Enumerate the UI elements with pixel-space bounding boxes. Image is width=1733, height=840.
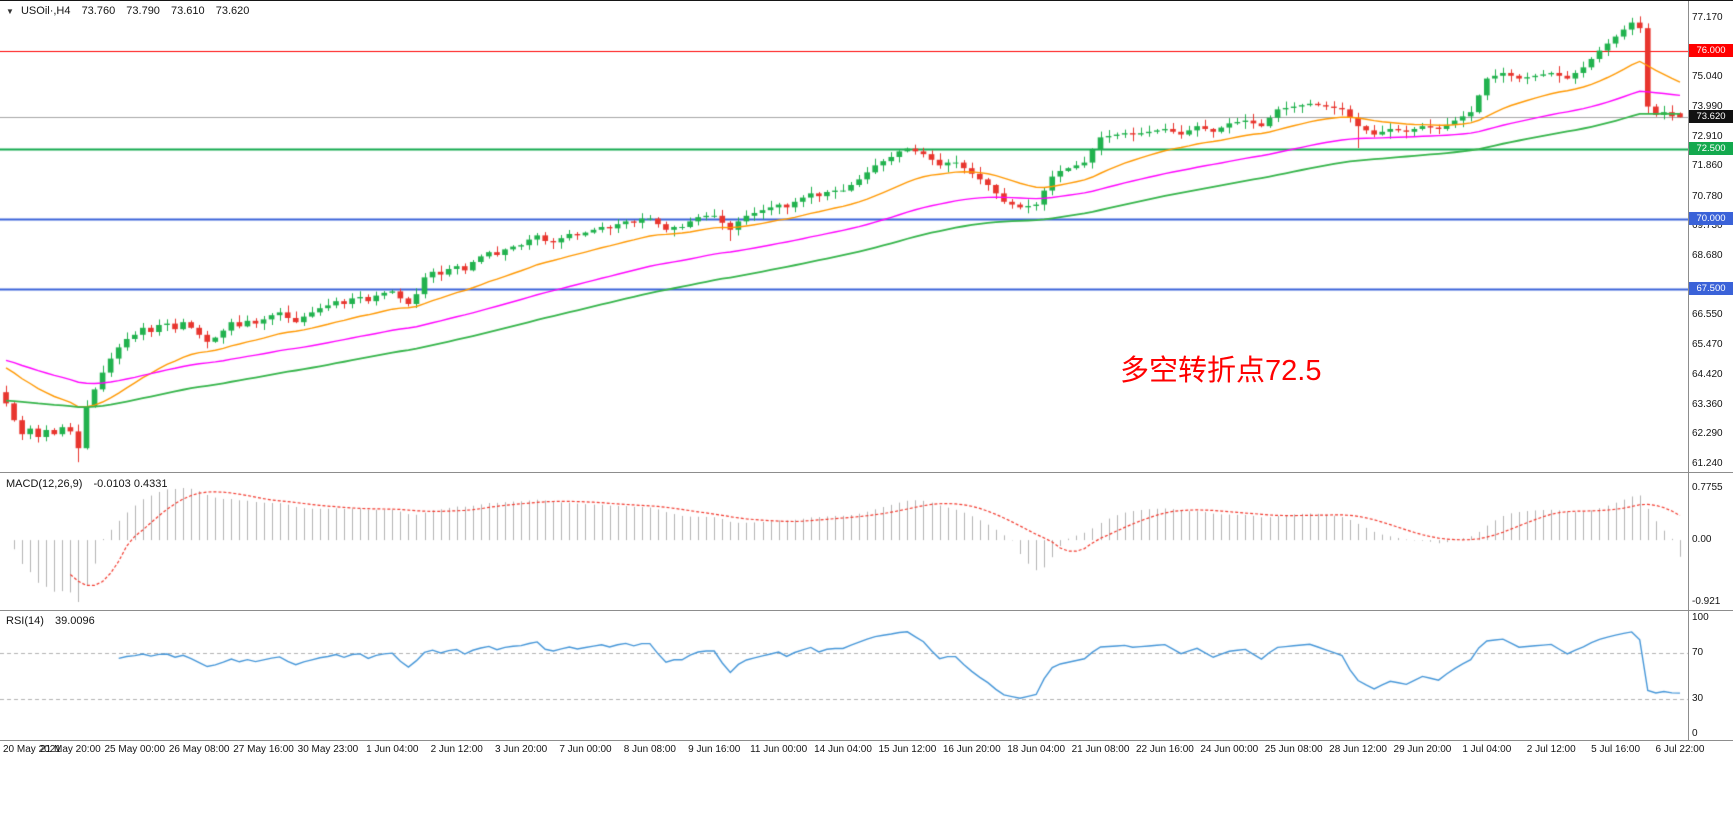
time-axis-label: 16 Jun 20:00: [942, 744, 1001, 755]
macd-axis-label: 0.7755: [1692, 482, 1723, 493]
time-axis-label: 8 Jun 08:00: [623, 744, 676, 755]
price-axis-label: 65.470: [1692, 339, 1723, 351]
macd-panel[interactable]: [0, 474, 1688, 610]
time-axis-label: 21 May 20:00: [40, 744, 101, 755]
rsi-axis-label: 100: [1692, 612, 1709, 623]
rsi-axis-label: 30: [1692, 693, 1704, 705]
price-axis-label: 62.290: [1692, 428, 1723, 440]
annotation-text[interactable]: 多空转折点72.5: [1120, 355, 1322, 387]
time-axis-label: 2 Jun 12:00: [430, 744, 483, 755]
time-axis-label: 6 Jul 22:00: [1655, 744, 1705, 755]
time-axis-label: 20 May 2021: [3, 744, 61, 755]
macd-axis-label: -0.921: [1692, 596, 1721, 607]
time-axis-label: 11 Jun 00:00: [750, 744, 808, 755]
high-value: 73.790: [126, 5, 160, 17]
rsi-axis-label: 70: [1692, 646, 1704, 658]
macd-current-values: -0.0103 0.4331: [93, 478, 168, 490]
rsi-current-value: 39.0096: [54, 615, 95, 627]
time-axis-label: 9 Jun 16:00: [688, 744, 741, 755]
time-axis-label: 26 May 08:00: [168, 744, 230, 755]
price-axis-label: 71.860: [1692, 160, 1723, 172]
price-axis-label: 75.040: [1692, 71, 1723, 83]
time-axis-label: 15 Jun 12:00: [878, 744, 937, 755]
chart-legend: ▼ USOil·,H4 73.760 73.790 73.610 73.620: [6, 5, 249, 17]
price-axis-badge: 70.000: [1689, 211, 1733, 225]
price-axis-label: 73.990: [1692, 100, 1723, 112]
macd-name-label: MACD(12,26,9): [6, 478, 83, 490]
time-axis-label: 1 Jun 04:00: [366, 744, 419, 755]
price-axis-label: 66.550: [1692, 309, 1723, 321]
time-axis-label: 3 Jun 20:00: [494, 744, 548, 755]
time-axis-label: 18 Jun 04:00: [1007, 744, 1066, 755]
price-axis-label: 69.730: [1692, 220, 1723, 232]
price-axis-label: 63.360: [1692, 398, 1723, 410]
time-axis-separator: [0, 740, 1733, 741]
price-axis-label: 70.780: [1692, 190, 1723, 202]
time-axis-label: 22 Jun 16:00: [1135, 744, 1194, 755]
time-axis-label: 29 Jun 20:00: [1393, 744, 1452, 755]
price-axis-badge: 72.500: [1689, 141, 1733, 155]
price-axis-label: 77.170: [1692, 11, 1723, 23]
price-axis-label: 72.910: [1692, 131, 1723, 143]
time-axis[interactable]: 20 May 2021 21 May 20:00 25 May 00:00 26 Ma…: [0, 744, 1733, 758]
time-axis-label: 14 Jun 04:00: [814, 744, 872, 755]
rsi-panel[interactable]: [0, 612, 1688, 740]
low-value: 73.610: [171, 5, 205, 17]
panel-separator: [0, 610, 1733, 611]
time-axis-label: 5 Jul 16:00: [1591, 744, 1641, 755]
time-axis-label: 25 May 00:00: [104, 744, 166, 755]
rsi-axis-label: 0: [1692, 728, 1698, 739]
time-axis-label: 2 Jul 12:00: [1526, 744, 1576, 755]
price-chart[interactable]: [0, 1, 1688, 472]
time-axis-label: 7 Jun 00:00: [559, 744, 612, 755]
time-axis-label: 1 Jul 04:00: [1462, 744, 1512, 755]
price-axis-badge: 73.620: [1689, 110, 1733, 124]
time-axis-label: 21 Jun 08:00: [1071, 744, 1130, 755]
close-value: 73.620: [215, 5, 250, 17]
time-axis-label: 24 Jun 00:00: [1200, 744, 1259, 755]
rsi-legend: RSI(14) 39.0096: [6, 615, 95, 627]
panel-separator: [0, 472, 1733, 473]
macd-axis-label: 0.00: [1692, 534, 1712, 546]
price-axis-label: 64.420: [1692, 368, 1723, 380]
time-axis-label: 28 Jun 12:00: [1329, 744, 1387, 755]
price-axis-label: 68.680: [1692, 249, 1723, 261]
price-axis-badge: 76.000: [1689, 43, 1733, 57]
price-axis-label: 61.240: [1692, 457, 1723, 469]
time-axis-label: 30 May 23:00: [297, 744, 359, 755]
price-axis-separator: [1688, 1, 1689, 740]
time-axis-label: 27 May 16:00: [233, 744, 294, 755]
symbol-timeframe-label: USOil·,H4: [20, 5, 71, 17]
price-axis-badge: 67.500: [1689, 281, 1733, 295]
open-value: 73.760: [81, 5, 116, 17]
rsi-name-label: RSI(14): [6, 615, 44, 627]
time-axis-label: 25 Jun 08:00: [1264, 744, 1323, 755]
macd-legend: MACD(12,26,9) -0.0103 0.4331: [6, 478, 168, 490]
chart-legend-arrow-icon[interactable]: ▼: [6, 7, 14, 16]
price-axis-column[interactable]: 77.170 75.040 73.990 72.910 71.860 70.780 69.7…: [1689, 1, 1733, 840]
